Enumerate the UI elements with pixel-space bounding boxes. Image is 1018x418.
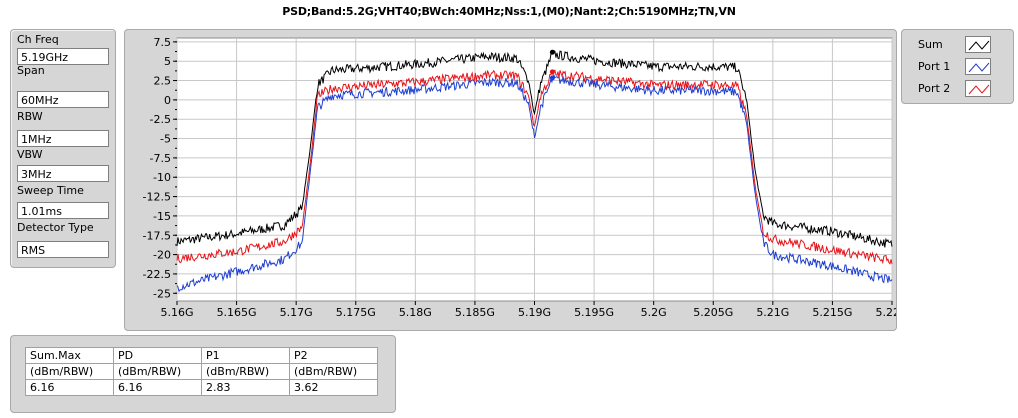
detector-type-field[interactable]: RMS — [17, 241, 109, 258]
peak-marker — [549, 75, 555, 81]
x-tick-label: 5.215G — [812, 306, 852, 319]
table-cell: P1 — [201, 347, 290, 364]
x-tick-label: 5.205G — [693, 306, 733, 319]
peak-marker — [549, 69, 555, 75]
y-tick-label: 5 — [164, 55, 171, 68]
x-tick-label: 5.22G — [875, 306, 896, 319]
table-row: Sum.Max PD P1 P2 — [25, 347, 378, 364]
legend-label: Port 1 — [918, 60, 951, 73]
legend-item-port-2[interactable]: Port 2 — [902, 79, 1013, 99]
x-tick-label: 5.16G — [160, 306, 193, 319]
x-tick-label: 5.17G — [280, 306, 313, 319]
table-cell: (dBm/RBW) — [113, 363, 202, 380]
y-tick-label: -12.5 — [143, 191, 171, 204]
x-tick-label: 5.19G — [518, 306, 551, 319]
legend-item-sum[interactable]: Sum — [902, 35, 1013, 55]
series-line-port-2 — [176, 69, 893, 265]
x-tick-label: 5.21G — [756, 306, 789, 319]
legend-line — [968, 84, 990, 95]
rbw-field[interactable]: 1MHz — [17, 130, 109, 147]
legend-swatch-icon[interactable] — [965, 80, 991, 97]
x-tick-label: 5.185G — [455, 306, 495, 319]
results-table: Sum.Max PD P1 P2 (dBm/RBW) (dBm/RBW) (dB… — [25, 347, 378, 396]
x-tick-label: 5.18G — [399, 306, 432, 319]
table-cell: Sum.Max — [25, 347, 114, 364]
table-cell: PD — [113, 347, 202, 364]
series-line-sum — [176, 50, 893, 248]
series-lines — [176, 50, 893, 293]
sweep-time-label: Sweep Time — [17, 184, 84, 197]
y-tick-label: 7.5 — [154, 36, 172, 49]
y-tick-label: -5 — [160, 133, 171, 146]
results-panel: Sum.Max PD P1 P2 (dBm/RBW) (dBm/RBW) (dB… — [10, 335, 396, 413]
x-axis-ticks: 5.16G 5.165G 5.17G 5.175G 5.18G 5.185G 5.19G 5.… — [160, 301, 896, 319]
legend-label: Port 2 — [918, 82, 951, 95]
settings-panel: Ch Freq 5.19GHz Span 60MHz RBW 1MHz VBW … — [10, 29, 116, 268]
legend-line — [968, 62, 990, 73]
y-tick-label: -15 — [153, 210, 171, 223]
x-tick-label: 5.165G — [217, 306, 257, 319]
y-tick-label: -2.5 — [150, 113, 171, 126]
y-tick-label: -17.5 — [143, 229, 171, 242]
y-tick-label: -25 — [153, 287, 171, 300]
legend-item-port-1[interactable]: Port 1 — [902, 57, 1013, 77]
peak-markers — [549, 49, 555, 81]
table-row: (dBm/RBW) (dBm/RBW) (dBm/RBW) (dBm/RBW) — [25, 363, 378, 380]
table-cell: (dBm/RBW) — [201, 363, 290, 380]
table-row: 6.16 6.16 2.83 3.62 — [25, 379, 378, 396]
y-tick-label: 2.5 — [154, 75, 172, 88]
rbw-label: RBW — [17, 110, 43, 123]
y-tick-label: -22.5 — [143, 268, 171, 281]
legend-line — [968, 40, 990, 51]
plot-legend: Sum Port 1 Port 2 — [901, 29, 1014, 104]
x-tick-label: 5.175G — [336, 306, 376, 319]
vbw-label: VBW — [17, 148, 43, 161]
table-cell: (dBm/RBW) — [25, 363, 114, 380]
legend-label: Sum — [918, 38, 943, 51]
vbw-field[interactable]: 3MHz — [17, 165, 109, 182]
span-label: Span — [17, 64, 45, 77]
table-cell: 6.16 — [25, 379, 114, 396]
y-tick-label: -7.5 — [150, 152, 171, 165]
x-tick-label: 5.2G — [641, 306, 667, 319]
ch-freq-field[interactable]: 5.19GHz — [17, 48, 109, 65]
y-tick-label: -10 — [153, 171, 171, 184]
sweep-time-field[interactable]: 1.01ms — [17, 202, 109, 219]
peak-marker — [549, 49, 555, 55]
table-cell: 3.62 — [289, 379, 378, 396]
table-cell: 6.16 — [113, 379, 202, 396]
legend-swatch-icon[interactable] — [965, 58, 991, 75]
detector-type-label: Detector Type — [17, 221, 94, 234]
plot-frame: 7.5 5 2.5 0 -2.5 -5 -7.5 -10 -12.5 -15 -17.5 -20 -22… — [124, 29, 897, 331]
span-field[interactable]: 60MHz — [17, 91, 109, 108]
y-axis-ticks: 7.5 5 2.5 0 -2.5 -5 -7.5 -10 -12.5 -15 -17.5 -20 -22… — [143, 36, 177, 300]
chart-title: PSD;Band:5.2G;VHT40;BWch:40MHz;Nss:1,(M0… — [282, 5, 736, 18]
psd-plot[interactable]: 7.5 5 2.5 0 -2.5 -5 -7.5 -10 -12.5 -15 -17.5 -20 -22… — [125, 30, 896, 330]
x-tick-label: 5.195G — [574, 306, 614, 319]
table-cell: P2 — [289, 347, 378, 364]
y-tick-label: 0 — [164, 94, 171, 107]
table-cell: (dBm/RBW) — [289, 363, 378, 380]
plot-grid — [176, 38, 893, 301]
ch-freq-label: Ch Freq — [17, 33, 59, 46]
y-tick-label: -20 — [153, 249, 171, 262]
table-cell: 2.83 — [201, 379, 290, 396]
series-line-port-1 — [176, 73, 893, 293]
legend-swatch-icon[interactable] — [965, 36, 991, 53]
